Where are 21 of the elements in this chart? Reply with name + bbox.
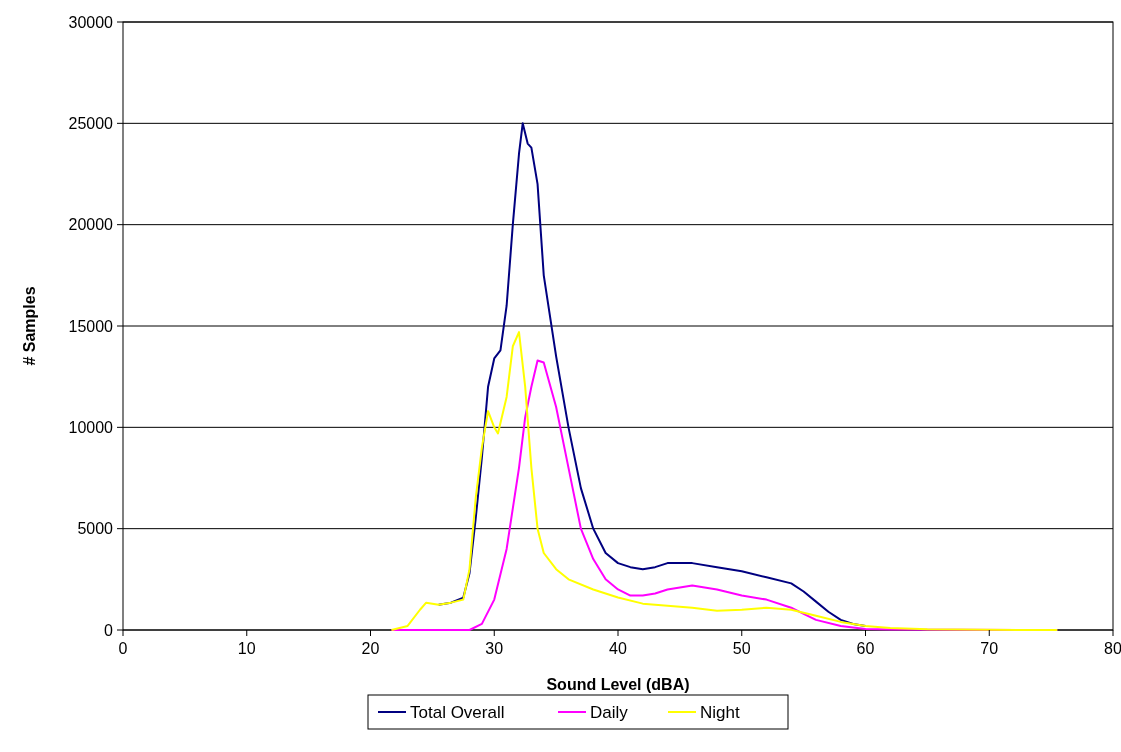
legend-label: Total Overall [410,702,505,722]
y-tick-label: 25000 [68,114,114,132]
x-tick-label: 20 [361,640,380,657]
x-tick-label: 60 [856,640,875,657]
x-tick-label: 80 [1104,640,1121,657]
y-tick-label: 15000 [68,317,114,335]
x-axis-title: Sound Level (dBA) [546,676,690,693]
y-tick-label: 10000 [68,418,114,436]
x-tick-label: 70 [980,640,999,657]
x-tick-label: 10 [237,640,256,657]
y-tick-label: 20000 [68,216,114,234]
legend-label: Daily [590,702,629,722]
y-tick-label: 5000 [77,520,114,538]
x-tick-label: 40 [609,640,627,657]
legend-label: Night [700,702,740,722]
x-tick-label: 0 [118,640,128,657]
x-tick-label: 50 [732,640,751,657]
y-axis-title: # Samples [21,286,38,366]
y-tick-label: 30000 [68,13,114,31]
y-tick-label: 0 [104,621,114,639]
x-tick-label: 30 [485,640,504,657]
